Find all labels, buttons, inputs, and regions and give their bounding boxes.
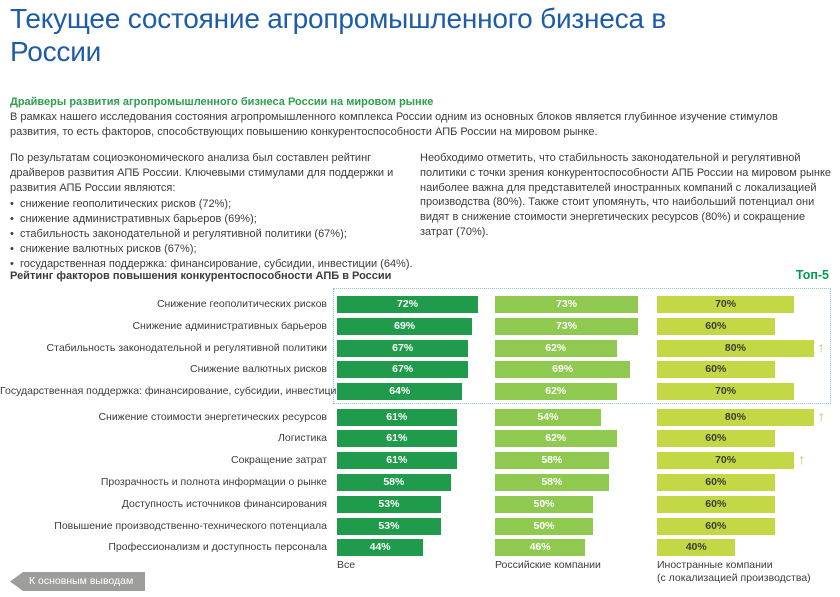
legend-line: Иностранные компании xyxy=(657,559,773,571)
bar-series-2: 70% xyxy=(657,383,795,401)
bar-series-1: 58% xyxy=(495,473,609,491)
section-heading: Драйверы развития агропромышленного бизн… xyxy=(10,96,434,108)
legend-label-all: Все xyxy=(337,559,507,572)
bar-series-2: 70% xyxy=(657,296,795,313)
bar-series-1: 50% xyxy=(495,517,593,535)
bar-series-0: 53% xyxy=(337,517,441,535)
chart-row: Доступность источников финансирования 53%… xyxy=(0,495,840,513)
bar-series-2: 80% xyxy=(657,339,814,357)
bar-series-2: 60% xyxy=(657,361,775,379)
back-to-conclusions-button[interactable]: К основным выводам xyxy=(10,572,146,591)
bullet-item: стабильность законодательной и регулятив… xyxy=(10,227,414,242)
row-label: Логистика xyxy=(277,432,327,445)
ranking-chart: Рейтинг факторов повышения конкурентоспо… xyxy=(0,268,840,597)
row-label: Прозрачность и полнота информации о рынк… xyxy=(100,475,327,488)
bar-series-2: 80% xyxy=(657,408,814,426)
bar-series-1: 73% xyxy=(495,296,639,313)
bar-series-1: 62% xyxy=(495,430,617,448)
legend-label-russian-companies: Российские компании xyxy=(495,559,665,572)
bar-series-0: 72% xyxy=(337,296,479,313)
chart-row: Снижение валютных рисков 67% 69% 60% xyxy=(0,361,840,379)
commentary-column: Необходимо отметить, что стабильность за… xyxy=(420,151,832,240)
legend-line: Все xyxy=(337,559,356,571)
chart-row: Снижение административных барьеров 69% 73%… xyxy=(0,317,840,335)
bar-series-2: 70% xyxy=(657,452,795,470)
chart-row: Снижение геополитических рисков 72% 73% 70% xyxy=(0,296,840,313)
row-label: Профессионализм и доступность персонала xyxy=(108,541,327,554)
row-label: Сокращение затрат xyxy=(231,454,327,467)
bar-series-1: 46% xyxy=(495,539,586,557)
bar-series-1: 62% xyxy=(495,383,617,401)
bar-series-2: 60% xyxy=(657,317,775,335)
bar-series-2: 60% xyxy=(657,430,775,448)
bar-series-0: 67% xyxy=(337,339,469,357)
bar-series-1: 73% xyxy=(495,317,639,335)
bullet-item: снижение административных барьеров (69%)… xyxy=(10,212,414,227)
legend-line: Российские компании xyxy=(495,559,601,571)
bar-series-0: 69% xyxy=(337,317,473,335)
chart-title: Рейтинг факторов повышения конкурентоспо… xyxy=(10,270,392,282)
up-arrow-icon: ↑ xyxy=(817,338,825,355)
bullet-item: снижение геополитических рисков (72%); xyxy=(10,197,414,212)
chart-row: Логистика 61% 62% 60% xyxy=(0,430,840,448)
bar-series-0: 53% xyxy=(337,495,441,513)
analysis-paragraph: По результатам социоэкономического анали… xyxy=(10,152,394,194)
top5-badge: Топ-5 xyxy=(795,268,829,282)
bar-series-0: 44% xyxy=(337,539,424,557)
bar-series-1: 50% xyxy=(495,495,593,513)
bar-series-2: 60% xyxy=(657,495,775,513)
chart-row: Прозрачность и полнота информации о рынк… xyxy=(0,473,840,491)
bar-series-2: 60% xyxy=(657,473,775,491)
legend-line: (с локализацией производства) xyxy=(657,571,811,584)
bullet-item: государственная поддержка: финансировани… xyxy=(10,257,414,272)
row-label: Государственная поддержка: финансировани… xyxy=(0,385,343,398)
bullet-item: снижение валютных рисков (67%); xyxy=(10,242,414,257)
row-label: Снижение стоимости энергетических ресурс… xyxy=(98,410,327,423)
bar-series-0: 58% xyxy=(337,473,451,491)
row-label: Повышение производственно-технического п… xyxy=(54,519,327,532)
chart-row: Сокращение затрат 61% 58% 70% ↑ xyxy=(0,451,840,470)
bar-series-0: 64% xyxy=(337,383,463,401)
intro-paragraph: В рамках нашего исследования состояния а… xyxy=(10,111,778,138)
bar-series-2: 40% xyxy=(657,539,736,557)
chart-row: Государственная поддержка: финансировани… xyxy=(0,383,840,401)
bar-series-0: 61% xyxy=(337,408,457,426)
chart-row: Стабильность законодательной и регулятив… xyxy=(0,338,840,357)
bar-series-1: 62% xyxy=(495,339,617,357)
analysis-column: По результатам социоэкономического анали… xyxy=(10,151,414,272)
driver-bullet-list: снижение геополитических рисков (72%); с… xyxy=(10,197,414,272)
bar-series-0: 61% xyxy=(337,452,457,470)
chart-row: Повышение производственно-технического п… xyxy=(0,517,840,535)
page-title: Текущее состояние агропромышленного бизн… xyxy=(10,3,667,67)
up-arrow-icon: ↑ xyxy=(817,407,825,424)
chart-row: Профессионализм и доступность персонала 4… xyxy=(0,539,840,557)
legend-label-foreign-companies: Иностранные компании (с локализацией про… xyxy=(657,559,827,584)
bar-series-0: 67% xyxy=(337,361,469,379)
bar-series-1: 69% xyxy=(495,361,631,379)
bar-series-1: 54% xyxy=(495,408,601,426)
row-label: Доступность источников финансирования xyxy=(121,497,327,510)
bar-series-1: 58% xyxy=(495,452,609,470)
bar-series-2: 60% xyxy=(657,517,775,535)
bar-series-0: 61% xyxy=(337,430,457,448)
chart-row: Снижение стоимости энергетических ресурс… xyxy=(0,407,840,426)
up-arrow-icon: ↑ xyxy=(798,451,806,468)
commentary-paragraph: Необходимо отметить, что стабильность за… xyxy=(420,152,832,238)
row-label: Стабильность законодательной и регулятив… xyxy=(46,341,327,354)
row-label: Снижение геополитических рисков xyxy=(156,298,327,310)
row-label: Снижение административных барьеров xyxy=(132,319,327,332)
row-label: Снижение валютных рисков xyxy=(189,363,327,376)
